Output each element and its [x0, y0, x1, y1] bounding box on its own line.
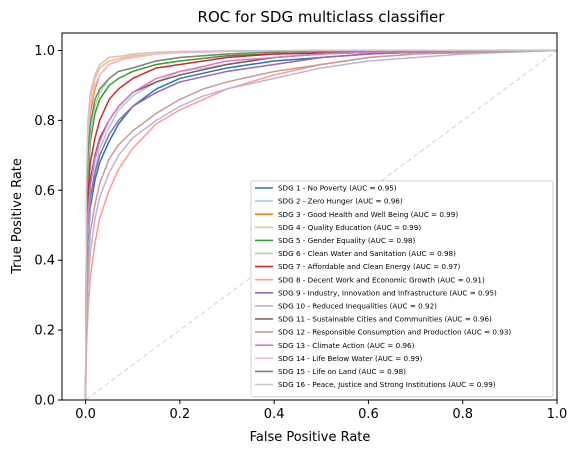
x-tick-label: 0.8 [452, 407, 473, 422]
legend-label: SDG 10 - Reduced Inequalities (AUC = 0.9… [278, 302, 437, 311]
x-tick-label: 1.0 [547, 407, 568, 422]
plot-area [84, 49, 558, 401]
y-tick-label: 0.0 [34, 394, 55, 409]
x-tick-label: 0.6 [358, 407, 379, 422]
legend-label: SDG 6 - Clean Water and Sanitation (AUC … [278, 249, 456, 258]
legend-label: SDG 15 - Life on Land (AUC = 0.98) [278, 367, 406, 376]
legend-label: SDG 14 - Life Below Water (AUC = 0.99) [278, 354, 423, 363]
x-tick-label: 0.4 [264, 407, 285, 422]
series-line-sdg-13 [84, 49, 558, 401]
legend-label: SDG 12 - Responsible Consumption and Pro… [278, 328, 511, 337]
legend-label: SDG 9 - Industry, Innovation and Infrast… [278, 288, 497, 297]
legend-box [250, 180, 554, 398]
y-axis-label: True Positive Rate [10, 158, 25, 275]
plot-frame [61, 32, 558, 401]
y-tick-label: 0.2 [34, 324, 55, 339]
legend-label: SDG 8 - Decent Work and Economic Growth … [278, 275, 485, 284]
legend-label: SDG 13 - Climate Action (AUC = 0.96) [278, 341, 415, 350]
x-axis-label: False Positive Rate [250, 430, 371, 445]
legend: SDG 1 - No Poverty (AUC = 0.95) SDG 2 - Z… [250, 180, 554, 398]
y-tick-label: 0.6 [34, 184, 55, 199]
y-tick-label: 0.4 [34, 254, 55, 269]
series-line-sdg-7 [84, 49, 558, 401]
series-line-sdg-16 [84, 49, 557, 401]
legend-label: SDG 4 - Quality Education (AUC = 0.99) [278, 223, 421, 232]
legend-label: SDG 16 - Peace, Justice and Strong Insti… [278, 380, 496, 389]
chart-title: ROC for SDG multiclass classifier [198, 8, 446, 26]
legend-label: SDG 3 - Good Health and Well Being (AUC … [278, 210, 458, 219]
legend-label: SDG 2 - Zero Hunger (AUC = 0.96) [278, 197, 403, 206]
y-axis: 0.0 0.2 0.4 0.6 0.8 1.0 [34, 44, 62, 409]
x-axis: 0.0 0.2 0.4 0.6 0.8 1.0 [75, 400, 567, 422]
legend-label: SDG 1 - No Poverty (AUC = 0.95) [278, 184, 397, 193]
series-line-sdg-10 [84, 49, 558, 401]
legend-label: SDG 7 - Affordable and Clean Energy (AUC… [278, 262, 461, 271]
reference-diagonal [85, 50, 558, 401]
series-line-sdg-12 [84, 49, 558, 401]
x-tick-label: 0.0 [75, 407, 96, 422]
legend-label: SDG 5 - Gender Equality (AUC = 0.98) [278, 236, 415, 245]
legend-label: SDG 11 - Sustainable Cities and Communit… [278, 315, 492, 324]
series-line-sdg-15 [84, 49, 558, 401]
y-tick-label: 1.0 [34, 44, 55, 59]
x-tick-label: 0.2 [170, 407, 191, 422]
y-tick-label: 0.8 [34, 114, 55, 129]
